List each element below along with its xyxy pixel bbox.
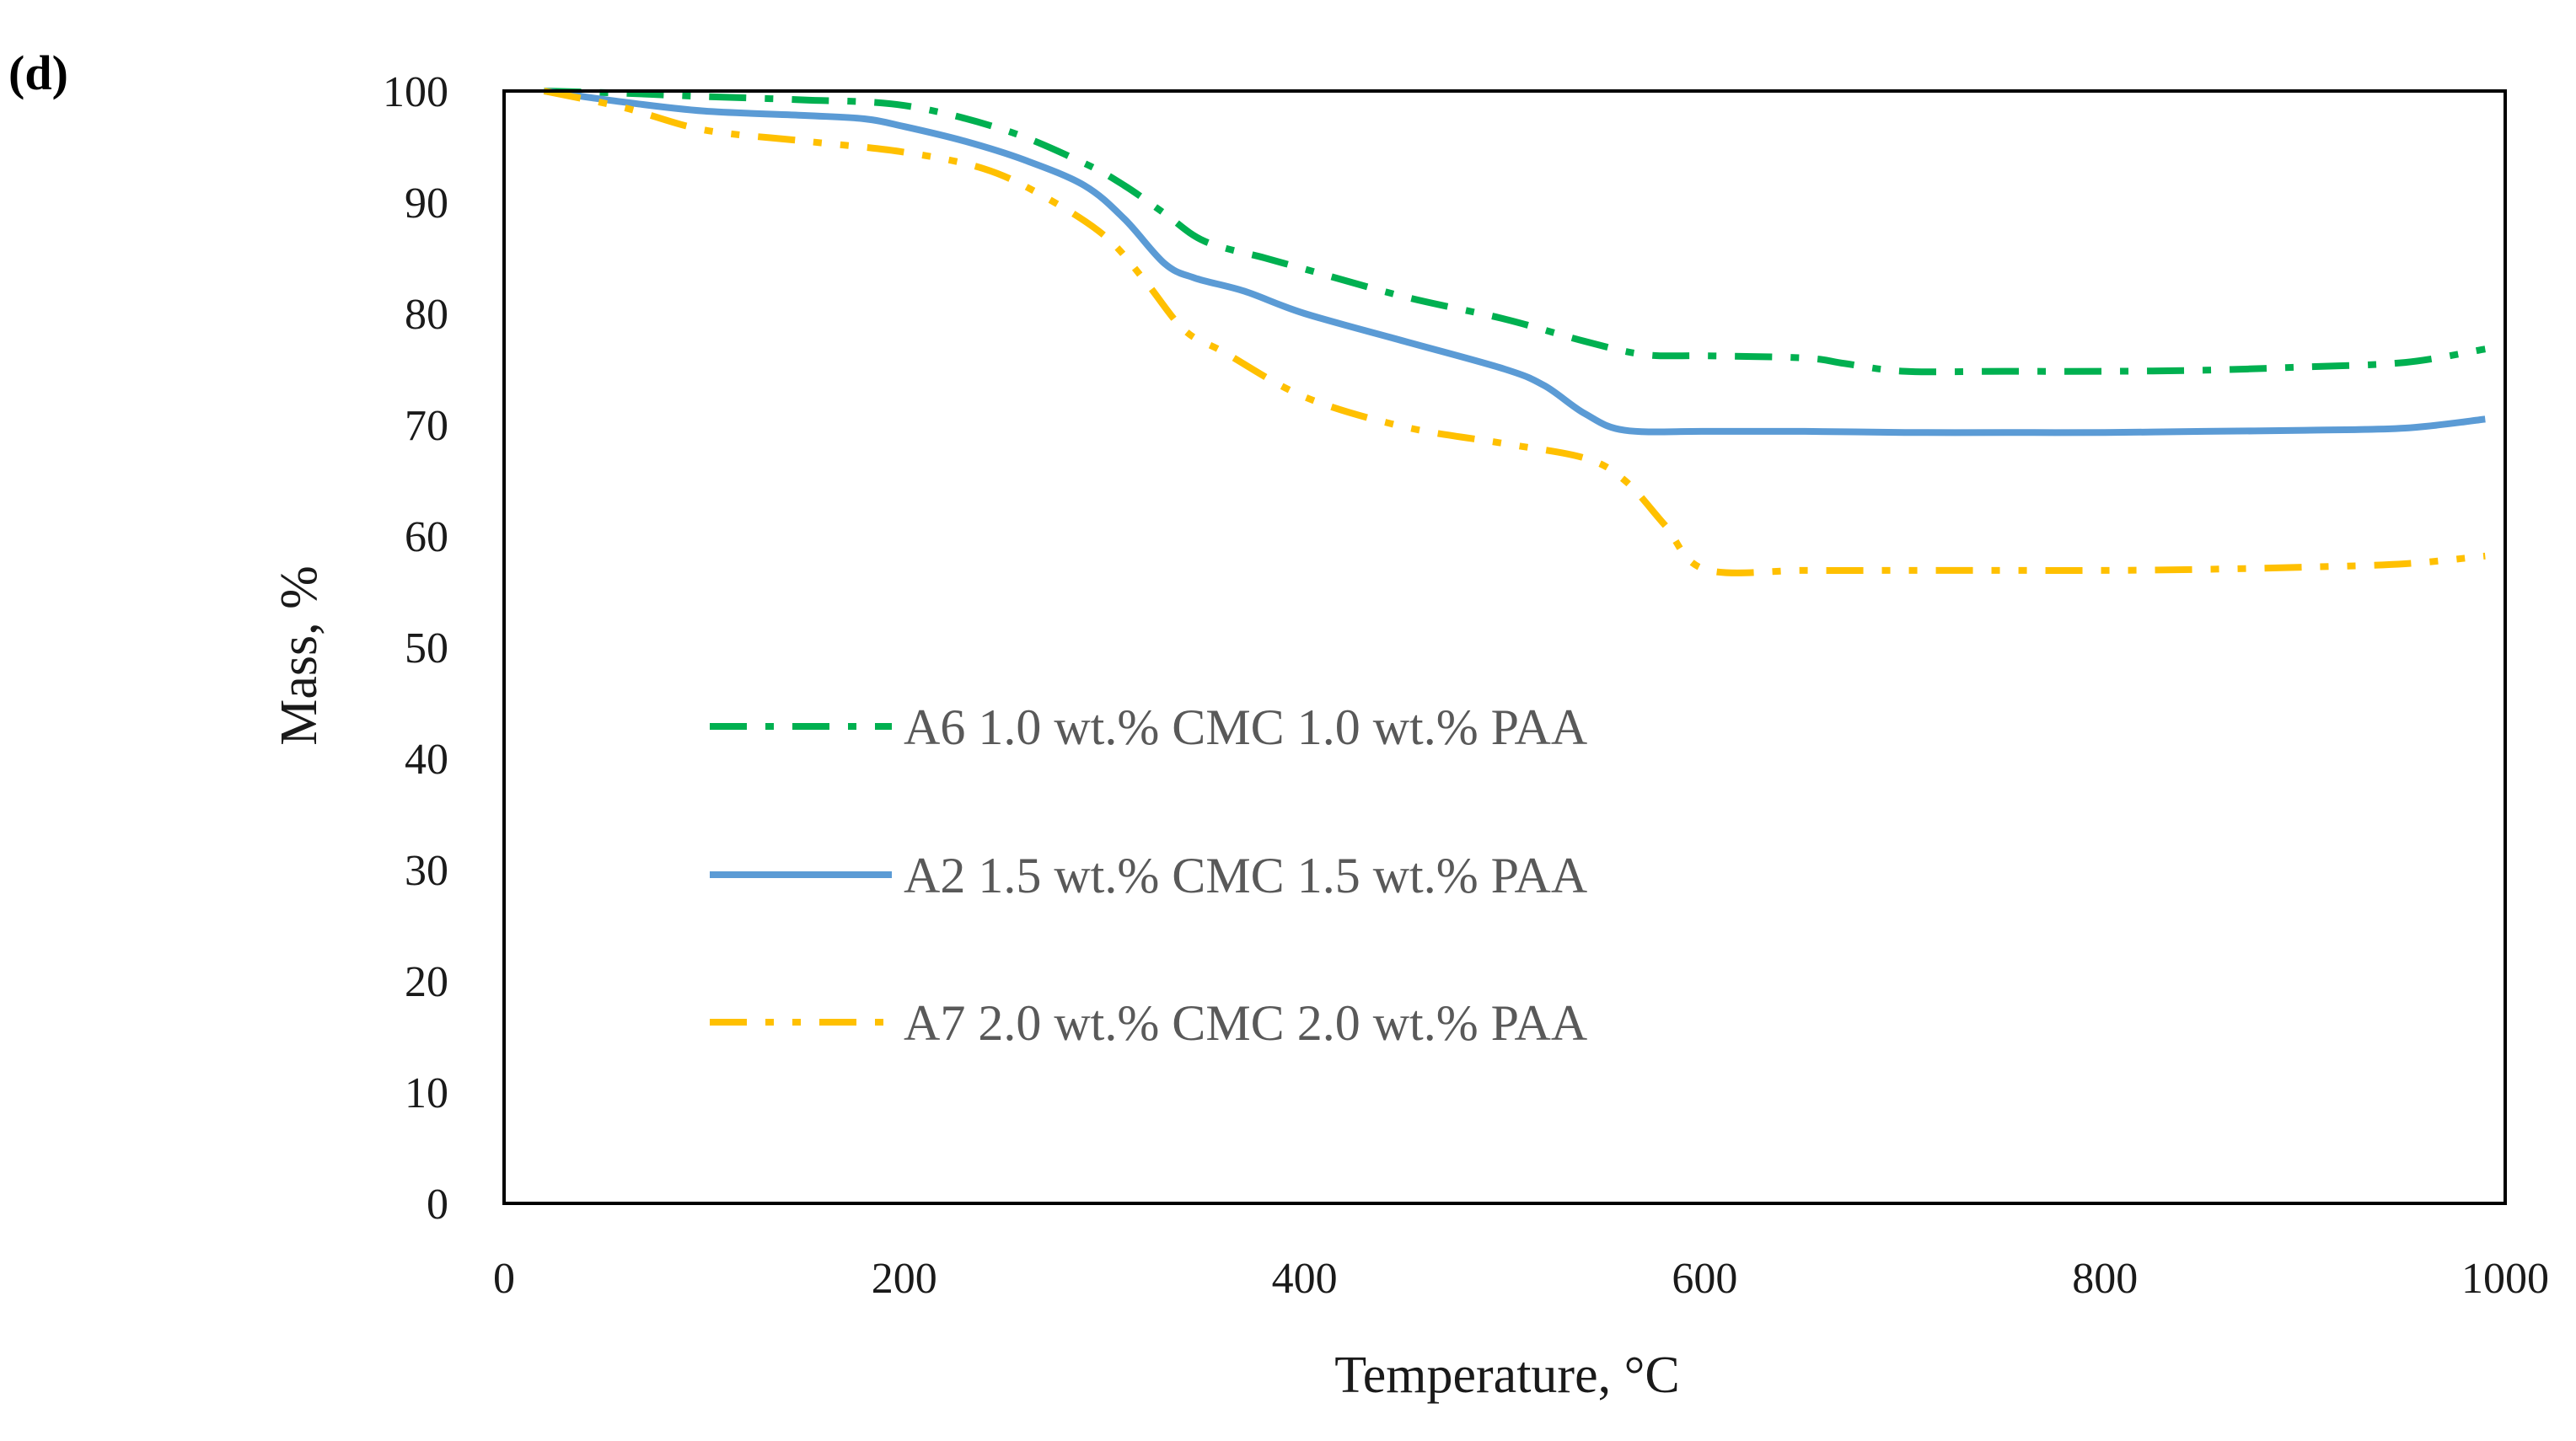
y-tick-label: 100	[383, 68, 448, 116]
x-tick-label: 200	[872, 1255, 937, 1303]
plot-area-frame	[502, 89, 2507, 1205]
x-axis-title: Temperature, °C	[1334, 1347, 1680, 1404]
y-tick-label: 60	[405, 513, 448, 561]
y-tick-label: 20	[405, 958, 448, 1006]
y-tick-label: 40	[405, 736, 448, 784]
series-line-1	[544, 88, 2486, 376]
series-line-3	[543, 88, 2486, 576]
legend: A6 1.0 wt.% CMC 1.0 wt.% PAA A2 1.5 wt.% …	[710, 699, 1587, 1051]
x-tick-label: 400	[1272, 1255, 1338, 1303]
y-tick-label: 90	[405, 179, 448, 228]
legend-label-2: A2 1.5 wt.% CMC 1.5 wt.% PAA	[904, 848, 1587, 903]
y-tick-label: 80	[405, 291, 448, 339]
y-axis-ticks: 0 10 20 30 40 50 60 70 80 90 100	[383, 68, 448, 1229]
y-tick-label: 0	[427, 1181, 448, 1229]
x-tick-label: 1000	[2461, 1255, 2549, 1303]
legend-label-3: A7 2.0 wt.% CMC 2.0 wt.% PAA	[904, 995, 1587, 1051]
y-tick-label: 30	[405, 847, 448, 895]
series-line-2	[543, 88, 2486, 437]
panel-label: (d)	[8, 46, 68, 100]
y-tick-label: 70	[405, 402, 448, 450]
y-tick-label: 50	[405, 624, 448, 672]
x-tick-label: 800	[2072, 1255, 2138, 1303]
x-tick-label: 600	[1672, 1255, 1737, 1303]
y-tick-label: 10	[405, 1069, 448, 1117]
series-layer	[543, 88, 2486, 576]
x-tick-label: 0	[493, 1255, 515, 1303]
legend-label-1: A6 1.0 wt.% CMC 1.0 wt.% PAA	[904, 699, 1587, 755]
x-axis-ticks: 0 200 400 600 800 1000	[493, 1255, 2549, 1303]
y-axis-title: Mass, %	[271, 565, 328, 746]
